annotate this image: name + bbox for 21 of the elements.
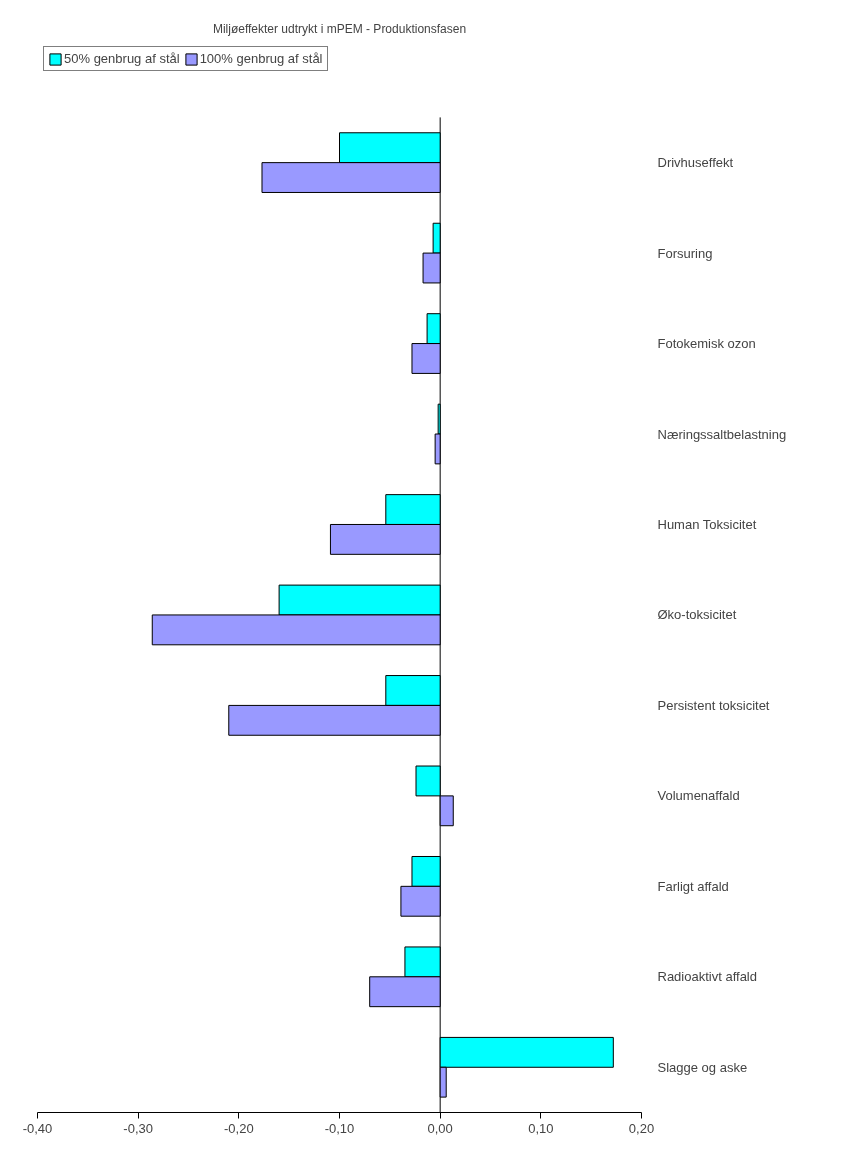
x-tick-label: 0,20 — [628, 1120, 655, 1136]
y-tick-label: Næringssaltbelastning — [657, 426, 787, 442]
x-tick-label: -0,40 — [22, 1120, 53, 1136]
x-tick-label: 0,10 — [528, 1120, 554, 1136]
y-tick-label: Persistent toksicitet — [657, 697, 770, 713]
y-tick-label: Øko-toksicitet — [657, 607, 737, 623]
x-tick-label: -0,30 — [123, 1120, 153, 1136]
y-tick-label: Drivhuseffekt — [657, 155, 734, 171]
y-tick-label: Radioaktivt affald — [657, 969, 757, 985]
chart-title: Miljøeffekter udtrykt i mPEM - Produktionsfasen — [212, 21, 467, 36]
x-tick-label: 0,00 — [427, 1120, 453, 1136]
y-tick-label: Forsuring — [657, 245, 713, 261]
y-tick-label: Fotokemisk ozon — [657, 336, 756, 352]
y-tick-label: Human Toksicitet — [657, 516, 757, 532]
y-tick-label: Volumenaffald — [657, 788, 740, 804]
y-tick-label: Slagge og aske — [657, 1059, 748, 1075]
legend-label: 50% genbrug af stål — [64, 51, 180, 66]
x-tick-label: -0,20 — [224, 1120, 254, 1136]
legend-label: 100% genbrug af stål — [199, 51, 323, 66]
y-tick-label: Farligt affald — [657, 878, 729, 894]
x-tick-label: -0,10 — [324, 1120, 355, 1136]
